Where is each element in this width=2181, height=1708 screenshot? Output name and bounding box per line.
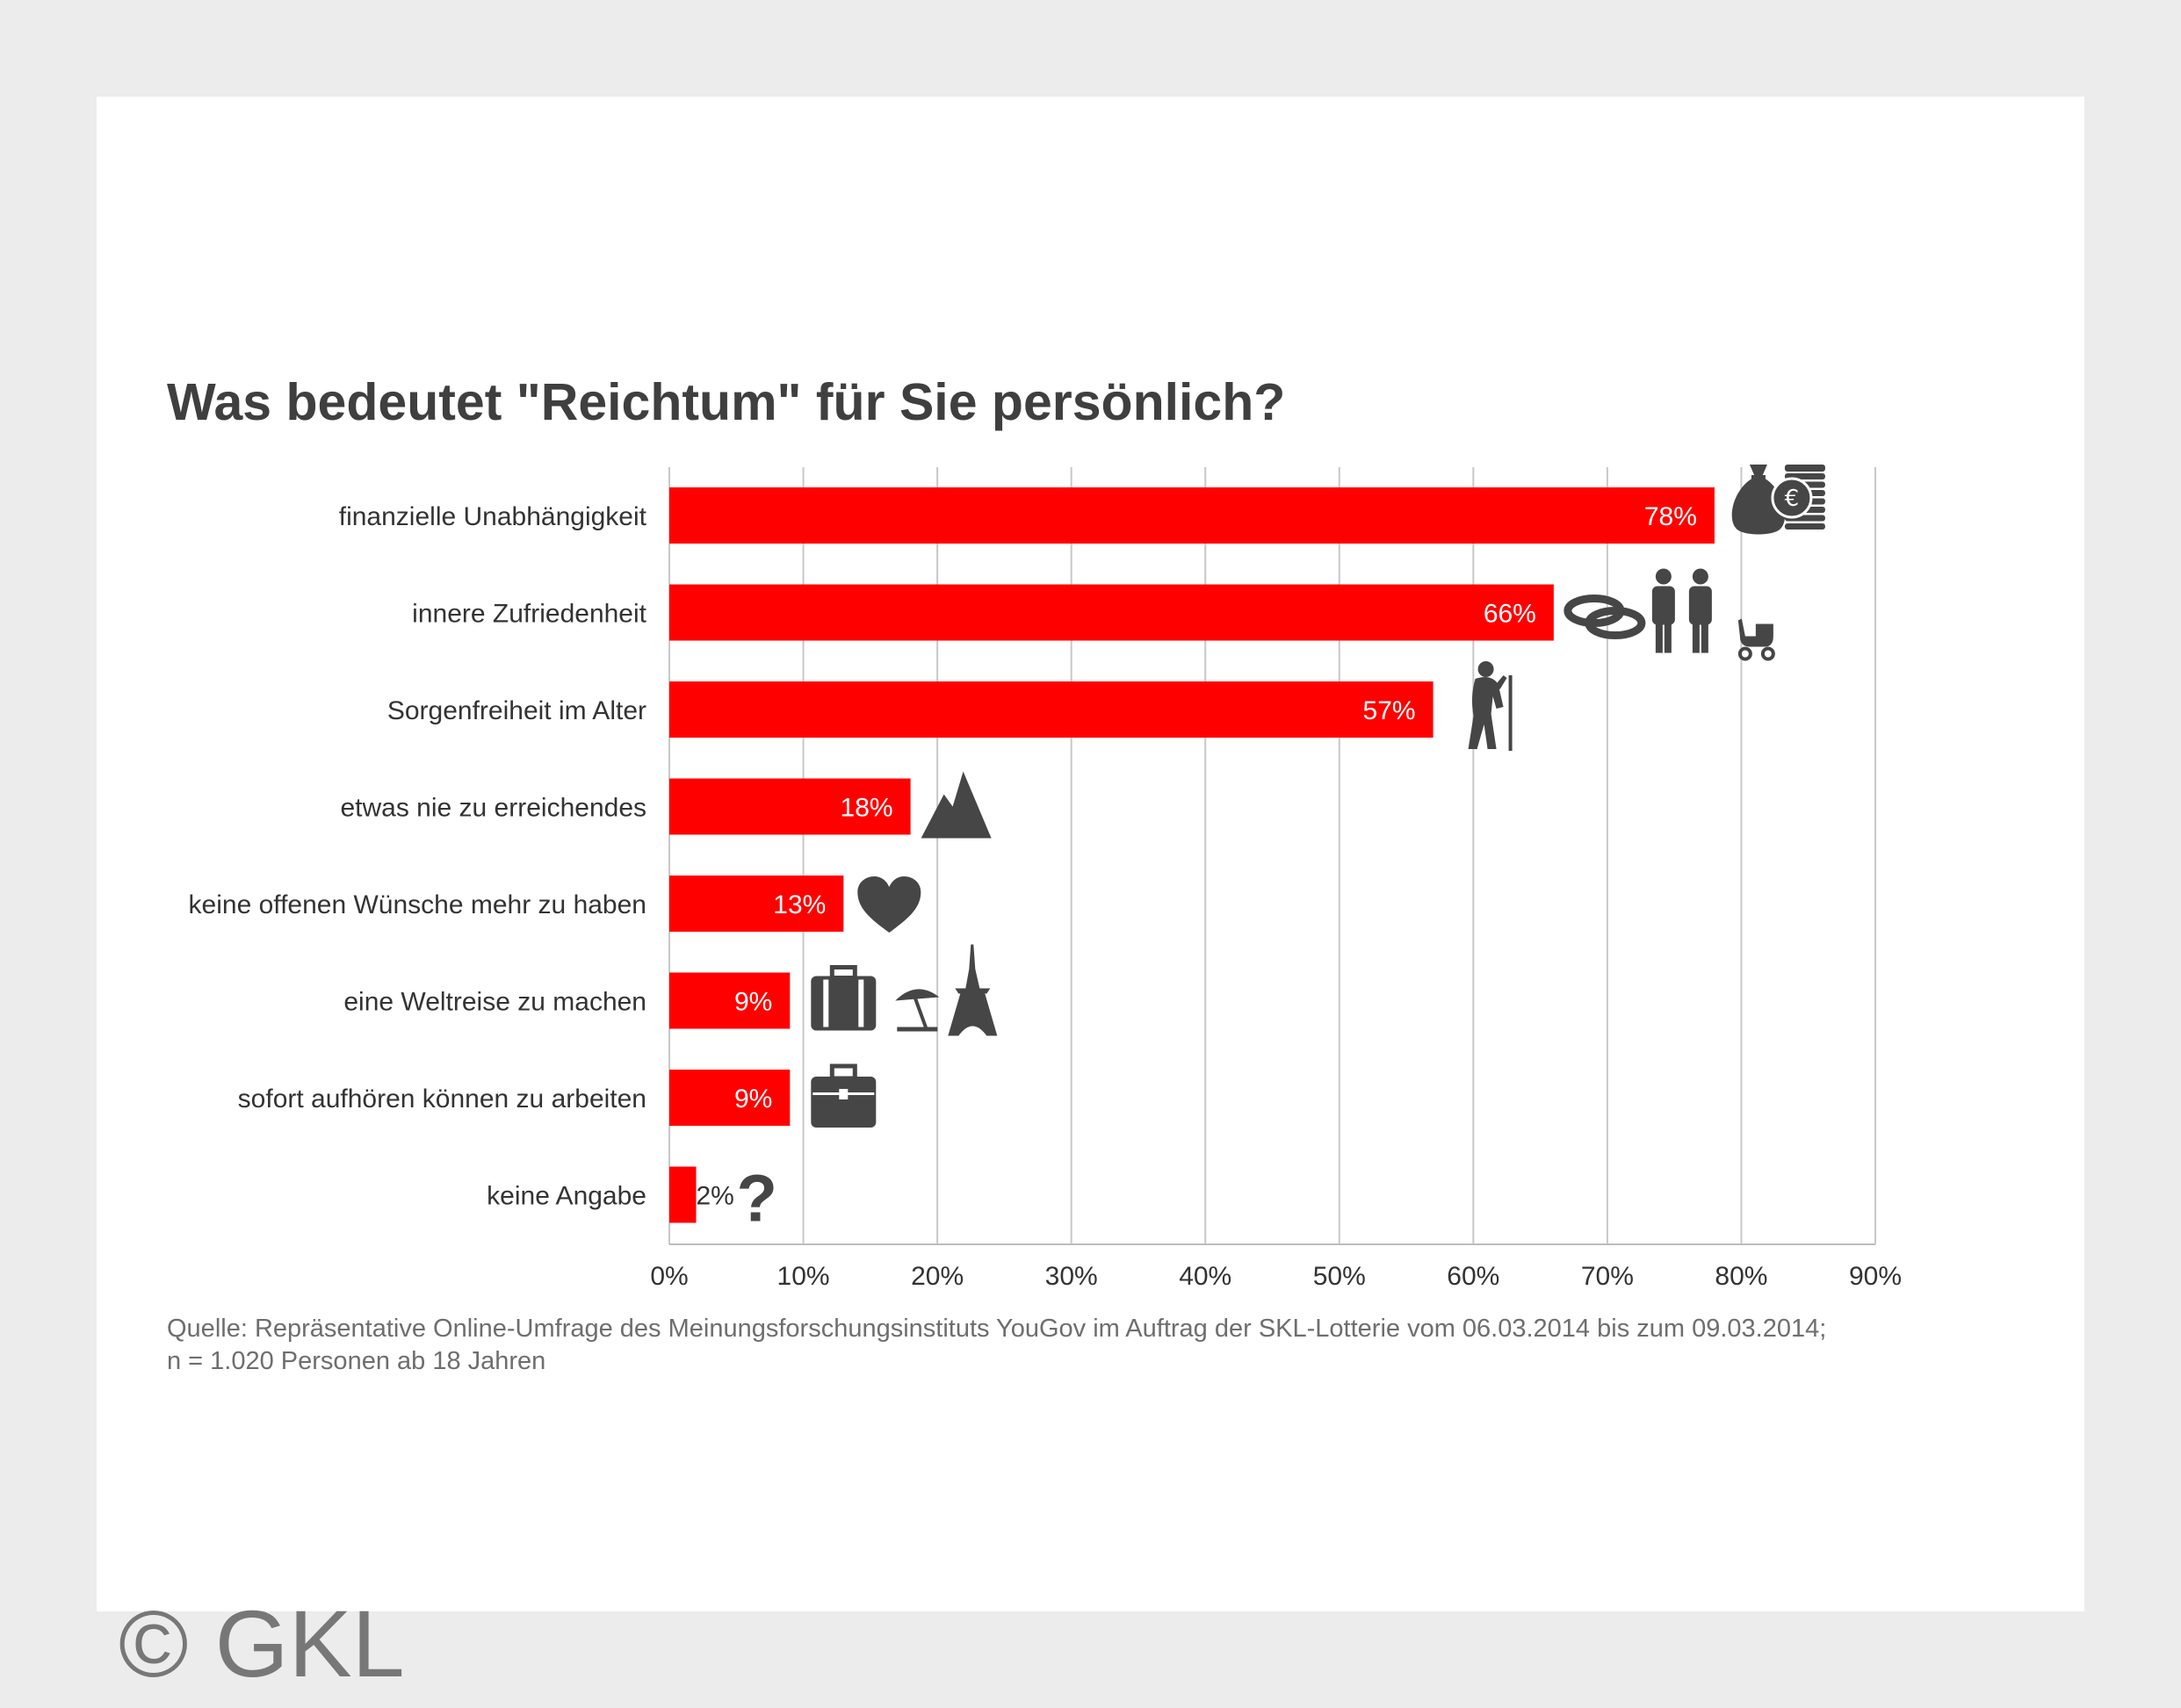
- value-label: 2%: [697, 1182, 734, 1211]
- bar: [669, 778, 911, 835]
- baby-stroller-icon: [1737, 618, 1775, 661]
- chart-title: Was bedeutet "Reichtum" für Sie persönli…: [167, 373, 1286, 431]
- category-label: keine Angabe: [487, 1182, 646, 1211]
- svg-text:€: €: [1785, 486, 1800, 512]
- eiffel-tower-icon: [948, 944, 998, 1036]
- illustration-icons: €?: [737, 465, 1825, 1236]
- bar: [669, 681, 1434, 738]
- value-labels: 78% 66% 57% 18% 13% 9% 9% 2%: [697, 502, 1697, 1211]
- category-label: Sorgenfreiheit im Alter: [387, 696, 646, 725]
- x-tick-label: 30%: [1045, 1262, 1098, 1291]
- briefcase-icon: [811, 1063, 877, 1128]
- money-bag-euro-coins-icon: €: [1731, 465, 1825, 535]
- category-label: sofort aufhören können zu arbeiten: [238, 1085, 646, 1113]
- category-label: innere Zufriedenheit: [412, 600, 647, 629]
- category-label: etwas nie zu erreichendes: [340, 794, 646, 823]
- gridlines: [668, 467, 1876, 1245]
- value-label: 9%: [734, 1085, 772, 1113]
- value-label: 9%: [734, 988, 772, 1017]
- category-label: eine Weltreise zu machen: [343, 988, 646, 1017]
- category-labels: finanzielle Unabhängigkeit innere Zufried…: [189, 502, 647, 1211]
- value-label: 78%: [1644, 502, 1697, 531]
- bar: [669, 584, 1554, 641]
- question-mark-icon: ?: [737, 1162, 777, 1236]
- source-line-2: n = 1.020 Personen ab 18 Jahren: [167, 1347, 546, 1375]
- wedding-rings-icon: [1564, 595, 1646, 639]
- x-tick-label: 20%: [911, 1262, 964, 1291]
- chart-card: [97, 97, 2084, 1611]
- couple-icon: [1651, 568, 1712, 653]
- category-label: finanzielle Unabhängigkeit: [339, 502, 647, 531]
- value-label: 18%: [841, 794, 893, 823]
- x-tick-label: 40%: [1179, 1262, 1231, 1291]
- copyright-watermark: © GKL: [119, 1590, 405, 1697]
- value-label: 66%: [1484, 600, 1536, 629]
- value-label: 13%: [773, 890, 826, 919]
- heart-icon: [857, 876, 921, 933]
- x-tick-label: 60%: [1447, 1262, 1499, 1291]
- bars: [669, 487, 1715, 1223]
- x-tick-label: 90%: [1849, 1262, 1902, 1291]
- x-tick-label: 50%: [1313, 1262, 1366, 1291]
- bar: [669, 487, 1715, 544]
- source-line-1: Quelle: Repräsentative Online-Umfrage de…: [167, 1315, 1827, 1343]
- bar: [669, 1166, 697, 1223]
- suitcase-icon: [811, 965, 877, 1031]
- question-mark-glyph: ?: [737, 1162, 777, 1236]
- x-tick-label: 80%: [1715, 1262, 1767, 1291]
- bar: [669, 972, 791, 1029]
- x-tick-label: 10%: [777, 1262, 830, 1291]
- mountain-icon: [921, 771, 992, 839]
- x-tick-label: 0%: [650, 1262, 688, 1291]
- bar: [669, 876, 844, 932]
- elderly-person-with-cane-icon: [1468, 661, 1513, 751]
- source-note: Quelle: Repräsentative Online-Umfrage de…: [167, 1313, 1826, 1378]
- bar: [669, 1070, 791, 1126]
- beach-umbrella-icon: [895, 989, 940, 1032]
- value-label: 57%: [1363, 696, 1416, 725]
- x-axis-tick-labels: 0% 10% 20% 30% 40% 50% 60% 70% 80% 90%: [650, 1262, 1902, 1291]
- x-tick-label: 70%: [1581, 1262, 1634, 1291]
- category-label: keine offenen Wünsche mehr zu haben: [189, 890, 646, 919]
